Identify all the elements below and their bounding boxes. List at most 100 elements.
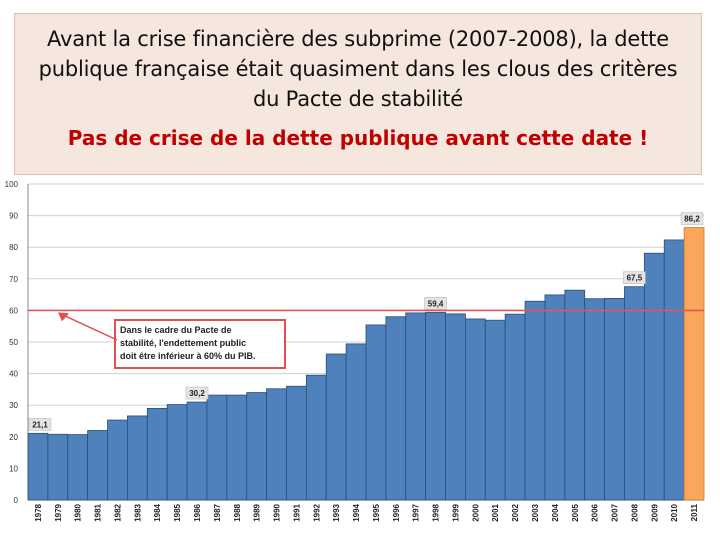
bar-2006: [584, 298, 605, 501]
data-label-box: [28, 418, 52, 431]
bar-1998: [425, 311, 446, 501]
y-tick-label: 60: [9, 306, 18, 315]
annotation-arrow-head: [58, 312, 69, 322]
x-tick-label: 2010: [670, 503, 679, 521]
x-tick-label: 1999: [451, 503, 460, 521]
bar-2007: [604, 297, 625, 501]
annotation-group: Dans le cadre du Pacte de stabilité, l'en…: [58, 312, 286, 369]
data-label: 30,2: [189, 389, 205, 398]
y-tick-label: 70: [9, 275, 18, 284]
bar-1979: [47, 433, 69, 501]
x-tick-label: 1991: [292, 503, 301, 521]
x-tick-label: 2000: [471, 503, 480, 521]
x-tick-label: 2009: [650, 503, 659, 521]
bar-1987: [206, 394, 228, 501]
x-tick-label: 1983: [133, 503, 142, 521]
data-label-box: [623, 271, 646, 284]
bar-1991: [286, 385, 307, 501]
x-tick-label: 1995: [372, 503, 381, 521]
bar-2001: [484, 319, 506, 501]
bar-1993: [325, 353, 347, 501]
y-tick-label: 90: [9, 212, 18, 221]
y-tick-label: 100: [5, 180, 19, 189]
x-tick-label: 1986: [193, 503, 202, 521]
x-tick-label: 1996: [392, 503, 401, 521]
x-tick-label: 1984: [153, 503, 162, 521]
bar-1982: [107, 419, 128, 501]
y-tick-label: 80: [9, 243, 18, 252]
x-tick-label: 1981: [94, 503, 103, 521]
x-tick-label: 1992: [312, 503, 321, 521]
x-tick-label: 1994: [352, 503, 361, 521]
x-tick-label: 2007: [611, 503, 620, 521]
x-tick-label: 1998: [432, 503, 441, 521]
y-tick-label: 40: [9, 370, 18, 379]
x-tick-label: 2005: [571, 503, 580, 521]
debt-bar-chart: 0 10 20 30 40 50 60 70 80 90 100 1978 1979 1980 1981 1…: [5, 180, 705, 522]
bar-2005: [564, 289, 586, 501]
x-tick-label: 2011: [690, 503, 699, 521]
x-tick-label: 1979: [54, 503, 63, 521]
x-tick-label: 2001: [491, 503, 500, 521]
data-label-box: [185, 386, 209, 400]
x-tick-label: 1993: [332, 503, 341, 521]
bar-2009: [643, 252, 665, 501]
bar-1980: [67, 434, 89, 501]
bar-1999: [445, 313, 466, 501]
y-tick-label: 0: [14, 496, 19, 505]
annotation-text-line: doit être inférieur à 60% du PIB.: [120, 351, 256, 361]
y-tick-label: 20: [9, 433, 18, 442]
y-tick-label: 10: [9, 464, 18, 473]
y-tick-label: 50: [9, 338, 18, 347]
bar-1981: [87, 430, 108, 501]
bar-2004: [544, 294, 566, 501]
data-label: 67,5: [627, 274, 643, 283]
data-label: 59,4: [428, 299, 444, 308]
bar-2002: [504, 313, 526, 501]
x-tick-label: 1978: [34, 503, 43, 521]
title-box: Avant la crise financière des subprime (…: [14, 13, 702, 175]
annotation-text-line: stabilité, l'endettement public: [120, 338, 246, 348]
bar-2010: [663, 239, 685, 501]
bar-1994: [345, 343, 367, 501]
x-tick-label: 1989: [253, 503, 262, 521]
y-tick-label: 30: [9, 401, 18, 410]
data-label-box: [424, 296, 447, 310]
data-labels: 21,1 30,2 59,4 67,5 86,2: [28, 212, 704, 431]
x-tick-label: 2008: [630, 503, 639, 521]
x-tick-label: 2006: [591, 503, 600, 521]
bar-1990: [266, 388, 287, 501]
bar-1989: [246, 392, 267, 501]
bar-1988: [226, 394, 248, 501]
data-label: 86,2: [684, 215, 700, 224]
bars: [27, 227, 705, 501]
bar-1996: [385, 316, 407, 501]
x-tick-label: 2002: [511, 503, 520, 521]
bar-1997: [405, 312, 427, 501]
x-tick-label: 1985: [173, 503, 182, 521]
bar-1992: [305, 374, 327, 501]
x-tick-label: 1990: [273, 503, 282, 521]
bar-1986: [186, 401, 208, 501]
data-label-box: [680, 212, 704, 225]
x-tick-label: 1980: [74, 503, 83, 521]
x-tick-label: 1988: [233, 503, 242, 521]
chart-title: Avant la crise financière des subprime (…: [38, 27, 678, 111]
bar-2008: [624, 286, 645, 501]
annotation-text-line: Dans le cadre du Pacte de: [120, 325, 232, 335]
annotation-arrow-shaft: [63, 314, 118, 341]
bar-1995: [365, 324, 387, 501]
data-label: 21,1: [32, 420, 48, 429]
x-tick-label: 2003: [531, 503, 540, 521]
bar-1983: [127, 415, 148, 501]
bar-2000: [465, 318, 486, 501]
x-tick-label: 1987: [213, 503, 222, 521]
x-tick-label: 2004: [551, 503, 560, 521]
bar-2003: [524, 300, 546, 501]
bar-2011: [683, 227, 705, 501]
bar-1985: [166, 404, 188, 501]
x-tick-label: 1997: [412, 503, 421, 521]
bar-1984: [146, 407, 168, 501]
chart-subtitle: Pas de crise de la dette publique avant …: [67, 126, 649, 150]
x-tick-label: 1982: [113, 503, 122, 521]
